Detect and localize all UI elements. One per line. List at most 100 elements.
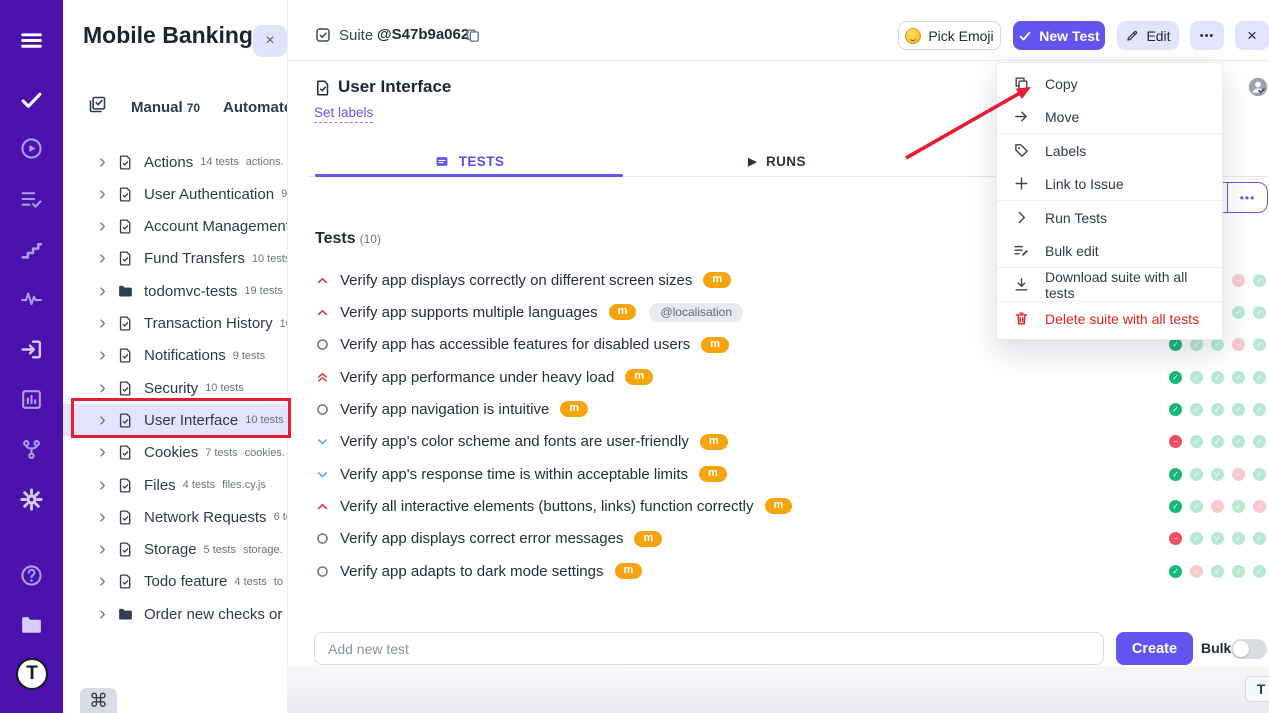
pass-dot[interactable]: ✓ <box>1253 370 1266 384</box>
pass-dot[interactable]: ✓ <box>1253 532 1266 546</box>
play-circle-icon[interactable] <box>0 133 63 163</box>
priority-normal-icon[interactable] <box>315 531 330 546</box>
bulk-toggle[interactable] <box>1231 639 1267 659</box>
sidebar-item-order-new-checks-or[interactable]: Order new checks or <box>63 598 287 630</box>
menu-item-run-tests[interactable]: Run Tests <box>997 201 1222 234</box>
pass-dot[interactable]: ✓ <box>1211 338 1224 352</box>
test-row[interactable]: Verify all interactive elements (buttons… <box>315 490 1268 522</box>
pass-dot[interactable]: ✓ <box>1211 532 1224 546</box>
pass-dot[interactable]: ✓ <box>1232 532 1245 546</box>
manual-badge[interactable]: m <box>625 369 654 386</box>
sidebar-item-user-interface[interactable]: User Interface 10 tests <box>63 404 287 437</box>
chevron-right-icon[interactable] <box>97 609 108 620</box>
priority-low-icon[interactable] <box>315 434 330 449</box>
tab-tests[interactable]: TESTS <box>315 147 623 175</box>
pass-dot[interactable]: ✓ <box>1190 532 1203 546</box>
pick-emoji-button[interactable]: Pick Emoji <box>898 21 1001 50</box>
pass-dot[interactable]: ✓ <box>1253 273 1266 287</box>
new-test-button[interactable]: New Test <box>1013 21 1105 50</box>
pass-dot[interactable]: ✓ <box>1211 435 1224 449</box>
fail-dot[interactable]: − <box>1190 564 1203 578</box>
pass-dot[interactable]: ✓ <box>1190 402 1203 416</box>
sidebar-item-todomvc-tests[interactable]: todomvc-tests 19 tests <box>63 275 287 307</box>
sidebar-item-files[interactable]: Files 4 tests files.cy.js <box>63 469 287 501</box>
pass-dot[interactable]: ✓ <box>1253 435 1266 449</box>
fail-dot[interactable]: − <box>1169 435 1182 449</box>
priority-high-icon[interactable] <box>315 273 330 288</box>
chevron-right-icon[interactable] <box>97 221 108 232</box>
manual-badge[interactable]: m <box>699 433 728 450</box>
chevron-right-icon[interactable] <box>97 189 108 200</box>
pass-dot[interactable]: ✓ <box>1211 467 1224 481</box>
fail-dot[interactable]: − <box>1232 273 1245 287</box>
folder-icon[interactable] <box>0 610 63 640</box>
chevron-right-icon[interactable] <box>97 544 108 555</box>
pass-dot[interactable]: ✓ <box>1169 402 1182 416</box>
steps-icon[interactable] <box>0 234 63 264</box>
menu-item-delete-suite-with-all-tests[interactable]: Delete suite with all tests <box>997 302 1222 335</box>
menu-item-labels[interactable]: Labels <box>997 134 1222 167</box>
menu-item-move[interactable]: Move <box>997 100 1222 133</box>
test-row[interactable]: Verify app adapts to dark mode settings m… <box>315 555 1268 587</box>
sidebar-item-user-authentication[interactable]: User Authentication 9 tests <box>63 178 287 210</box>
gear-icon[interactable] <box>0 484 63 514</box>
chevron-right-icon[interactable] <box>97 447 108 458</box>
create-button[interactable]: Create <box>1116 632 1193 665</box>
pass-dot[interactable]: ✓ <box>1169 370 1182 384</box>
sidebar-item-todo-feature[interactable]: Todo feature 4 tests to <box>63 566 287 598</box>
manual-badge[interactable]: m <box>701 336 729 353</box>
tab-runs[interactable]: ▶ RUNS <box>623 147 931 175</box>
pass-dot[interactable]: ✓ <box>1253 338 1266 352</box>
fail-dot[interactable]: − <box>1211 499 1224 513</box>
manual-badge[interactable]: m <box>764 498 793 515</box>
priority-critical-icon[interactable] <box>315 370 330 385</box>
manual-badge[interactable]: m <box>614 563 643 580</box>
chevron-right-icon[interactable] <box>97 157 108 168</box>
check-icon[interactable] <box>0 84 63 114</box>
fail-dot[interactable]: − <box>1232 467 1245 481</box>
chevron-right-icon[interactable] <box>97 286 108 297</box>
pass-dot[interactable]: ✓ <box>1169 338 1182 352</box>
chevron-right-icon[interactable] <box>97 415 108 426</box>
priority-normal-icon[interactable] <box>315 564 330 579</box>
test-row[interactable]: Verify app has accessible features for d… <box>315 329 1268 361</box>
chevron-right-icon[interactable] <box>97 512 108 523</box>
close-suite-button[interactable]: × <box>1235 21 1269 50</box>
help-icon[interactable] <box>0 560 63 590</box>
test-row[interactable]: Verify app navigation is intuitive m ✓ ✓ ✓ ✓ ✓ <box>315 393 1268 425</box>
sign-in-icon[interactable] <box>0 334 63 364</box>
toolbar-more-button[interactable]: ••• <box>1228 183 1267 212</box>
manual-badge[interactable]: m <box>699 466 727 483</box>
more-actions-button[interactable]: ••• <box>1190 21 1224 50</box>
sidebar-item-fund-transfers[interactable]: Fund Transfers 10 tests <box>63 243 287 275</box>
fail-dot[interactable]: − <box>1253 499 1266 513</box>
pass-dot[interactable]: ✓ <box>1211 402 1224 416</box>
pass-dot[interactable]: ✓ <box>1253 467 1266 481</box>
priority-high-icon[interactable] <box>315 499 330 514</box>
menu-icon[interactable] <box>0 25 63 55</box>
pass-dot[interactable]: ✓ <box>1232 564 1245 578</box>
test-row[interactable]: Verify app supports multiple languages m @… <box>315 296 1268 328</box>
app-logo[interactable]: T <box>16 658 48 690</box>
sidebar-close-button[interactable]: × <box>253 25 287 57</box>
pass-dot[interactable]: ✓ <box>1190 338 1203 352</box>
sidebar-item-actions[interactable]: Actions 14 tests actions. <box>63 146 287 178</box>
fail-dot[interactable]: − <box>1169 532 1182 546</box>
test-row[interactable]: Verify app's response time is within acc… <box>315 458 1268 490</box>
menu-item-bulk-edit[interactable]: Bulk edit <box>997 234 1222 267</box>
pass-dot[interactable]: ✓ <box>1232 499 1245 513</box>
copy-suite-id-icon[interactable] <box>464 27 481 44</box>
tag-chip[interactable]: @localisation <box>649 302 744 322</box>
pass-dot[interactable]: ✓ <box>1232 305 1245 319</box>
manual-badge[interactable]: m <box>703 272 732 288</box>
branch-icon[interactable] <box>0 434 63 464</box>
manual-badge[interactable]: m <box>608 304 637 321</box>
priority-low-icon[interactable] <box>315 467 330 482</box>
pass-dot[interactable]: ✓ <box>1232 370 1245 384</box>
pass-dot[interactable]: ✓ <box>1169 499 1182 513</box>
tasks-icon[interactable] <box>0 184 63 214</box>
pass-dot[interactable]: ✓ <box>1253 402 1266 416</box>
pass-dot[interactable]: ✓ <box>1169 564 1182 578</box>
pass-dot[interactable]: ✓ <box>1190 499 1203 513</box>
edit-button[interactable]: Edit <box>1117 21 1179 50</box>
